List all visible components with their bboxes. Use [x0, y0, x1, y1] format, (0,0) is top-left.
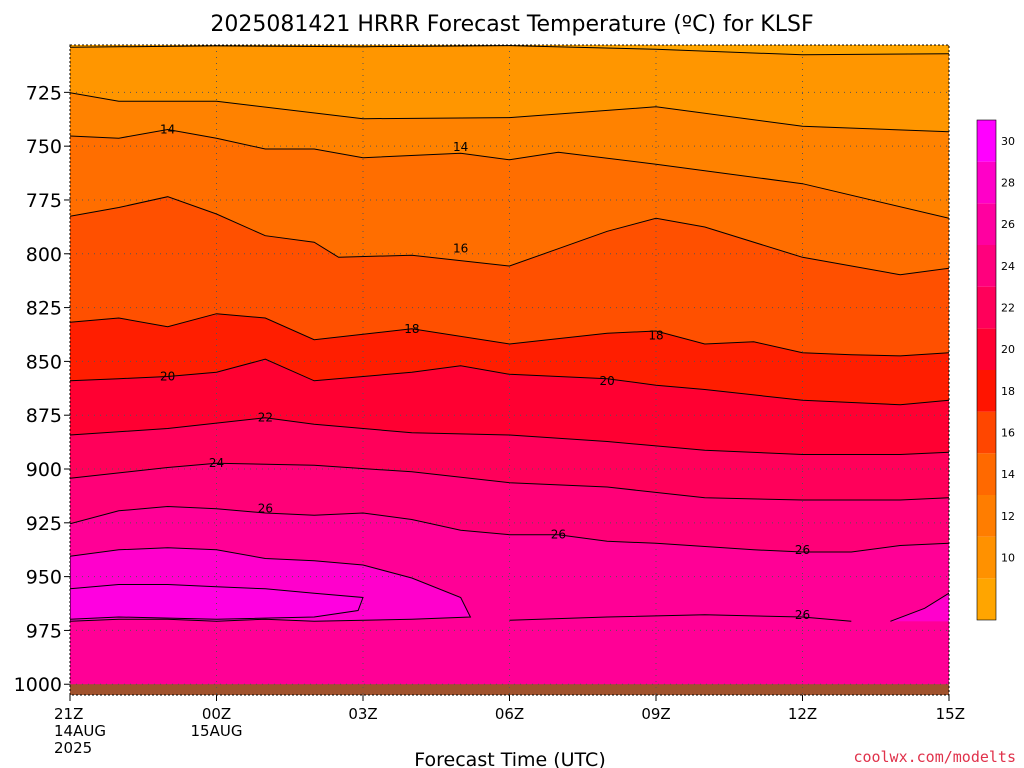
credit-link[interactable]: coolwx.com/modelts — [853, 748, 1016, 766]
contour-label-5: 20 — [160, 370, 175, 384]
contour-label-layer: 14 14 16 18 18 20 20 22 24 26 26 26 26 — [160, 123, 810, 622]
colorbar-frame — [976, 119, 997, 621]
contour-26-8 — [70, 505, 949, 553]
x-tick-label-06Z: 06Z — [495, 705, 524, 723]
colorbar-swatch-11 — [977, 120, 996, 162]
colorbar-label-32: 30 — [1001, 135, 1015, 148]
y-tick-label-950: 950 — [26, 567, 62, 589]
colorbar-label-18: 16 — [1001, 427, 1015, 440]
y-tick-label-800: 800 — [26, 244, 62, 266]
colorbar-label-14: 12 — [1001, 510, 1015, 523]
y-tick-label-875: 875 — [26, 405, 62, 427]
colorbar-swatch-2 — [977, 495, 996, 537]
y-tick-label-725: 725 — [26, 82, 62, 104]
contour-10-0 — [70, 45, 949, 56]
contour-20-5 — [70, 358, 949, 406]
contour-label-11: 26 — [795, 543, 810, 557]
colorbar-swatch-3 — [977, 453, 996, 495]
grid-layer — [70, 45, 949, 695]
x-tick-label-09Z: 09Z — [641, 705, 670, 723]
x-tick-label-15Z: 15Z — [936, 705, 965, 723]
x-tick-date-21Z: 14AUG — [54, 722, 106, 740]
contour-label-9: 26 — [258, 502, 273, 516]
contour-label-6: 20 — [600, 374, 615, 388]
contour-layer — [70, 45, 949, 622]
contour-16-3 — [70, 196, 949, 276]
colorbar-swatch-8 — [977, 245, 996, 287]
contour-30-10 — [70, 584, 364, 620]
band-26 — [70, 506, 949, 695]
colorbar-label-22: 20 — [1001, 343, 1015, 356]
contour-24-7 — [70, 462, 949, 501]
ground-layer — [70, 684, 949, 695]
y-tick-label-850: 850 — [26, 351, 62, 373]
contour-14-2 — [70, 128, 949, 219]
x-tick-label-03Z: 03Z — [348, 705, 377, 723]
x-tick-label-00Z: 00Z — [202, 705, 231, 723]
contour-label-2: 16 — [453, 242, 468, 256]
y-axis: 725 750 775 800 825 850 875 900 925 950 975 1000 — [14, 82, 70, 696]
colorbar-label-16: 14 — [1001, 468, 1015, 481]
x-tick-label-12Z: 12Z — [788, 705, 817, 723]
colorbar-swatch-0 — [977, 578, 996, 620]
contour-label-3: 18 — [404, 322, 419, 336]
ground-surface — [70, 684, 949, 695]
y-tick-label-900: 900 — [26, 459, 62, 481]
contour-22-6 — [70, 417, 949, 455]
temperature-fill-layer — [70, 45, 949, 695]
x-tick-label-21Z: 21Z — [54, 705, 83, 723]
band-30 — [70, 584, 363, 620]
colorbar-swatch-7 — [977, 286, 996, 329]
contour-label-0: 14 — [160, 123, 175, 137]
colorbar-swatch-1 — [977, 536, 996, 579]
colorbar-label-28: 26 — [1001, 218, 1015, 231]
contour-label-10: 26 — [551, 528, 566, 542]
colorbar-swatch-4 — [977, 411, 996, 454]
y-tick-label-825: 825 — [26, 298, 62, 320]
y-tick-label-775: 775 — [26, 190, 62, 212]
contour-28-9 — [70, 547, 472, 622]
x-tick-date-00Z: 15AUG — [191, 722, 243, 740]
x-tick-year-21Z: 2025 — [54, 739, 92, 757]
y-tick-label-1000: 1000 — [14, 674, 62, 696]
contour-26-11 — [509, 614, 852, 622]
colorbar-swatch-9 — [977, 203, 996, 245]
colorbar-label-30: 28 — [1001, 177, 1015, 190]
colorbar-swatch-10 — [977, 161, 996, 204]
band-28-right — [890, 593, 949, 622]
colorbar-swatch-6 — [977, 328, 996, 370]
y-tick-label-975: 975 — [26, 620, 62, 642]
colorbar-label-26: 24 — [1001, 260, 1015, 273]
contour-28-12 — [890, 592, 949, 622]
y-tick-label-750: 750 — [26, 136, 62, 158]
contour-12-1 — [70, 92, 949, 133]
contour-18-4 — [70, 313, 949, 357]
colorbar-swatch-5 — [977, 370, 996, 412]
contour-label-4: 18 — [648, 328, 663, 342]
contour-label-8: 24 — [209, 456, 224, 470]
contour-label-7: 22 — [258, 411, 273, 425]
chart-title: 2025081421 HRRR Forecast Temperature (ºC… — [210, 12, 813, 37]
y-tick-label-925: 925 — [26, 513, 62, 535]
colorbar-label-20: 18 — [1001, 385, 1015, 398]
contour-label-1: 14 — [453, 140, 468, 154]
colorbar-label-24: 22 — [1001, 302, 1015, 315]
x-axis-title: Forecast Time (UTC) — [414, 749, 605, 768]
colorbar-label-12: 10 — [1001, 552, 1015, 565]
contour-label-12: 26 — [795, 608, 810, 622]
colorbar: 10 12 14 16 18 20 22 24 26 28 30 — [976, 119, 1015, 621]
